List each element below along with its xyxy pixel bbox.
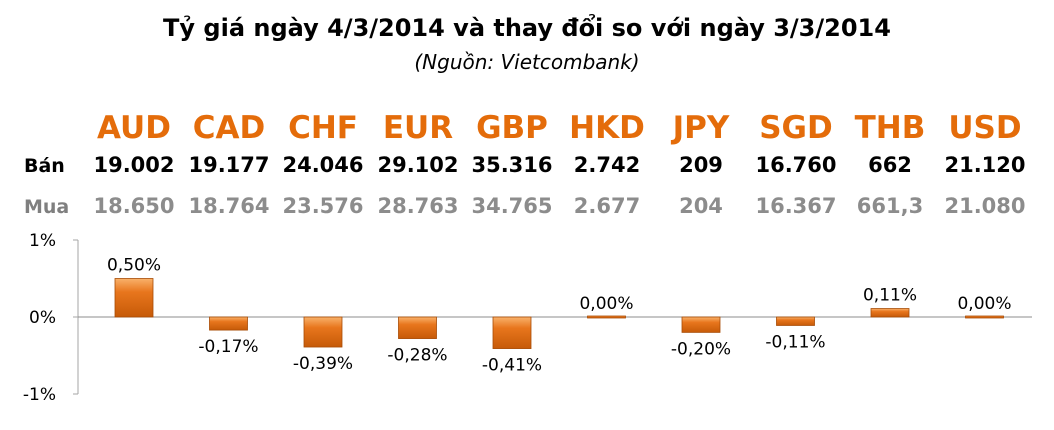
- currency-code: AUD: [97, 110, 171, 146]
- data-label: 0,00%: [579, 294, 633, 314]
- currency-code: SGD: [759, 110, 833, 146]
- sell-rate: 209: [679, 153, 723, 177]
- data-label: -0,41%: [482, 356, 542, 376]
- sell-rate: 21.120: [944, 153, 1026, 177]
- data-label: -0,39%: [293, 354, 353, 374]
- sell-rate: 2.742: [573, 153, 641, 177]
- buy-rate: 18.650: [93, 194, 175, 218]
- y-tick-label: 0%: [29, 308, 56, 328]
- currency-code: JPY: [672, 110, 730, 146]
- currency-code: EUR: [382, 110, 454, 146]
- sell-rate: 24.046: [282, 153, 364, 177]
- bar-gbp: [492, 316, 532, 349]
- currency-code: THB: [854, 110, 926, 146]
- bar-jpy: [681, 316, 721, 333]
- bar-chf: [303, 316, 343, 348]
- bar-usd: [965, 315, 1004, 319]
- currency-code: USD: [948, 110, 1022, 146]
- buy-rate: 23.576: [282, 194, 364, 218]
- data-label: -0,17%: [198, 337, 258, 357]
- buy-rate: 28.763: [377, 194, 459, 218]
- bar-sgd: [776, 316, 815, 326]
- bar-cad: [209, 316, 248, 331]
- buy-rate: 18.764: [188, 194, 270, 218]
- chart-title: Tỷ giá ngày 4/3/2014 và thay đổi so với …: [163, 14, 891, 42]
- chart-subtitle: (Nguồn: Vietcombank): [414, 50, 640, 74]
- sell-row-label: Bán: [24, 155, 65, 177]
- currency-code: CHF: [288, 110, 358, 146]
- sell-rate: 16.760: [755, 153, 837, 177]
- buy-rate: 204: [679, 194, 723, 218]
- buy-rate: 34.765: [471, 194, 553, 218]
- buy-rate: 16.367: [755, 194, 837, 218]
- currency-code: GBP: [476, 110, 548, 146]
- currency-code: HKD: [569, 110, 645, 146]
- buy-rate: 2.677: [573, 194, 641, 218]
- data-label: -0,20%: [671, 339, 731, 359]
- bar-aud: [114, 278, 154, 318]
- y-tick-label: -1%: [23, 385, 56, 405]
- buy-rate: 21.080: [944, 194, 1026, 218]
- sell-rate: 35.316: [471, 153, 553, 177]
- data-label: -0,11%: [765, 332, 825, 352]
- data-label: 0,50%: [107, 256, 161, 276]
- data-label: 0,00%: [957, 294, 1011, 314]
- bar-thb: [870, 308, 910, 318]
- data-label: -0,28%: [387, 346, 447, 366]
- sell-rate: 19.177: [188, 153, 270, 177]
- sell-rate: 29.102: [377, 153, 459, 177]
- data-label: 0,11%: [863, 286, 917, 306]
- bar-hkd: [587, 315, 626, 319]
- buy-rate: 661,3: [856, 194, 924, 218]
- buy-row-label: Mua: [24, 196, 70, 218]
- bar-eur: [398, 316, 437, 339]
- y-tick-label: 1%: [29, 231, 56, 251]
- sell-rate: 662: [868, 153, 912, 177]
- sell-rate: 19.002: [93, 153, 175, 177]
- currency-code: CAD: [192, 110, 266, 146]
